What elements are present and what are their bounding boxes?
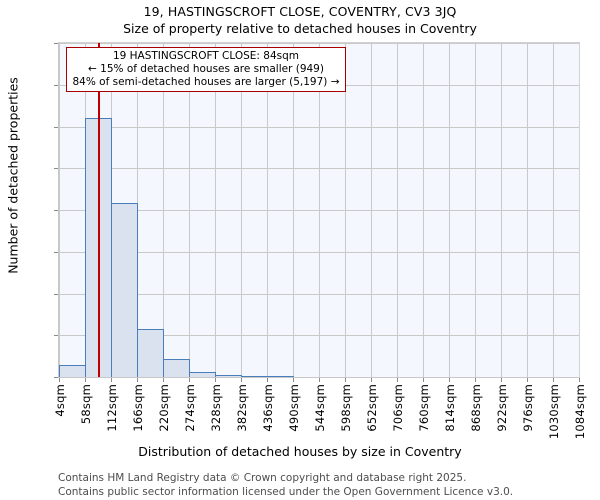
gridline-vertical xyxy=(475,43,476,377)
x-axis-tick-label: 328sqm xyxy=(209,384,223,432)
x-axis-tick-label: 436sqm xyxy=(261,384,275,432)
x-axis-tick-label: 382sqm xyxy=(235,384,249,432)
x-axis-tick-mark xyxy=(579,378,580,382)
annotation-line-2: ← 15% of detached houses are smaller (94… xyxy=(88,62,324,75)
gridline-vertical xyxy=(163,43,164,377)
x-axis-tick-label: 760sqm xyxy=(417,384,431,432)
gridline-vertical xyxy=(59,43,60,377)
property-annotation-box: 19 HASTINGSCROFT CLOSE: 84sqm ← 15% of d… xyxy=(66,47,346,93)
y-axis-tick-mark xyxy=(54,43,58,44)
gridline-vertical xyxy=(189,43,190,377)
gridline-vertical xyxy=(345,43,346,377)
x-axis-tick-mark xyxy=(267,378,268,382)
x-axis-title: Distribution of detached houses by size … xyxy=(138,444,462,459)
x-axis-tick-mark xyxy=(189,378,190,382)
gridline-vertical xyxy=(397,43,398,377)
page-subtitle: Size of property relative to detached ho… xyxy=(123,21,477,36)
x-axis-tick-mark xyxy=(501,378,502,382)
footer-line-2: Contains public sector information licen… xyxy=(58,486,514,499)
gridline-vertical xyxy=(241,43,242,377)
footer-attribution: Contains HM Land Registry data © Crown c… xyxy=(58,471,578,499)
x-axis-tick-mark xyxy=(215,378,216,382)
x-axis-tick-label: 976sqm xyxy=(521,384,535,432)
histogram-bar xyxy=(189,372,216,377)
x-axis-tick-mark xyxy=(397,378,398,382)
x-axis-tick-label: 1030sqm xyxy=(547,384,561,440)
x-axis-tick-mark xyxy=(293,378,294,382)
x-axis-tick-mark xyxy=(241,378,242,382)
gridline-vertical xyxy=(293,43,294,377)
x-axis-tick-label: 652sqm xyxy=(365,384,379,432)
gridline-vertical xyxy=(527,43,528,377)
x-axis-tick-mark xyxy=(111,378,112,382)
histogram-bar xyxy=(215,374,242,377)
x-axis-tick-mark xyxy=(137,378,138,382)
x-axis-tick-label: 598sqm xyxy=(339,384,353,432)
x-axis-tick-label: 544sqm xyxy=(313,384,327,432)
x-axis-tick-label: 868sqm xyxy=(469,384,483,432)
x-axis-tick-label: 922sqm xyxy=(495,384,509,432)
x-axis-tick-mark xyxy=(319,378,320,382)
histogram-bar xyxy=(111,203,138,377)
x-axis-tick-label: 706sqm xyxy=(391,384,405,432)
x-axis-tick-mark xyxy=(85,378,86,382)
x-axis-tick-mark xyxy=(163,378,164,382)
histogram-bar xyxy=(241,375,268,377)
x-axis-tick-label: 220sqm xyxy=(157,384,171,432)
gridline-vertical xyxy=(215,43,216,377)
gridline-vertical xyxy=(553,43,554,377)
footer-line-1: Contains HM Land Registry data © Crown c… xyxy=(58,472,467,484)
x-axis-tick-mark xyxy=(475,378,476,382)
y-axis-tick-mark xyxy=(54,210,58,211)
x-axis-tick-mark xyxy=(345,378,346,382)
x-axis-tick-mark xyxy=(59,378,60,382)
histogram-bar xyxy=(137,329,164,377)
x-axis-tick-mark xyxy=(371,378,372,382)
y-axis-tick-mark xyxy=(54,377,58,378)
x-axis-tick-label: 4sqm xyxy=(53,384,67,417)
property-marker-line xyxy=(97,43,100,377)
x-axis-tick-label: 490sqm xyxy=(287,384,301,432)
y-axis-tick-mark xyxy=(54,294,58,295)
y-axis-title: Number of detached properties xyxy=(5,77,21,274)
gridline-vertical xyxy=(319,43,320,377)
gridline-vertical xyxy=(423,43,424,377)
histogram-bar xyxy=(59,365,86,377)
x-axis-tick-mark xyxy=(423,378,424,382)
x-axis-tick-mark xyxy=(527,378,528,382)
y-axis-tick-mark xyxy=(54,85,58,86)
histogram-bar xyxy=(267,376,294,377)
x-axis-tick-label: 166sqm xyxy=(131,384,145,432)
x-axis-tick-label: 274sqm xyxy=(183,384,197,432)
y-axis-tick-mark xyxy=(54,127,58,128)
x-axis-tick-mark xyxy=(449,378,450,382)
page-title: 19, HASTINGSCROFT CLOSE, COVENTRY, CV3 3… xyxy=(143,4,457,19)
gridline-vertical xyxy=(501,43,502,377)
gridline-vertical xyxy=(267,43,268,377)
gridline-vertical xyxy=(371,43,372,377)
x-axis-tick-mark xyxy=(553,378,554,382)
x-axis-tick-label: 112sqm xyxy=(105,384,119,432)
y-axis-tick-mark xyxy=(54,252,58,253)
plot-inner xyxy=(59,43,579,377)
y-axis-tick-mark xyxy=(54,168,58,169)
plot-area xyxy=(58,42,580,378)
x-axis-tick-label: 1084sqm xyxy=(573,384,587,440)
histogram-bar xyxy=(163,359,190,377)
annotation-line-1: 19 HASTINGSCROFT CLOSE: 84sqm xyxy=(112,50,300,62)
x-axis-tick-label: 814sqm xyxy=(443,384,457,432)
x-axis-tick-label: 58sqm xyxy=(79,384,93,425)
annotation-line-3: 84% of semi-detached houses are larger (… xyxy=(72,75,340,88)
y-axis-tick-mark xyxy=(54,335,58,336)
gridline-vertical xyxy=(449,43,450,377)
